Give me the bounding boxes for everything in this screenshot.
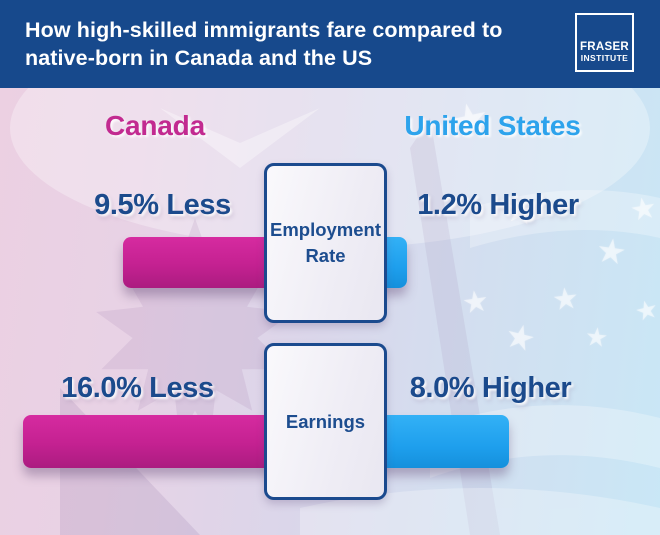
value-label-canada-earnings: 16.0% Less xyxy=(61,372,214,404)
category-box-earnings: Earnings xyxy=(264,343,387,500)
category-label-earnings: Earnings xyxy=(285,410,366,432)
star-icon: ★ xyxy=(631,292,660,328)
logo-text-fraser: FRASER xyxy=(579,41,630,53)
star-icon: ★ xyxy=(550,281,581,318)
star-icon: ★ xyxy=(583,320,610,354)
value-label-us-earnings: 8.0% Higher xyxy=(409,372,572,404)
fraser-institute-logo: FRASER INSTITUTE xyxy=(575,13,634,72)
logo-text-institute: INSTITUTE xyxy=(580,53,629,63)
value-label-canada-employment: 9.5% Less xyxy=(94,189,231,221)
value-label-us-employment: 1.2% Higher xyxy=(417,189,579,221)
column-header-canada: Canada xyxy=(105,110,205,141)
star-icon: ★ xyxy=(459,284,492,321)
fold-shape-2 xyxy=(410,118,500,535)
header-band: How high-skilled immigrants fare compare… xyxy=(0,0,660,88)
page-title: How high-skilled immigrants fare compare… xyxy=(25,16,502,72)
title-line-2: native-born in Canada and the US xyxy=(25,46,373,70)
star-icon: ★ xyxy=(627,190,660,229)
category-box-employment-rate: Employment Rate xyxy=(264,163,387,323)
star-icon: ★ xyxy=(500,315,540,361)
column-header-united-states: United States xyxy=(404,110,581,141)
star-icon: ★ xyxy=(593,231,629,273)
title-line-1: How high-skilled immigrants fare compare… xyxy=(25,18,503,42)
category-label-employment-rate: Employment Rate xyxy=(269,219,382,266)
